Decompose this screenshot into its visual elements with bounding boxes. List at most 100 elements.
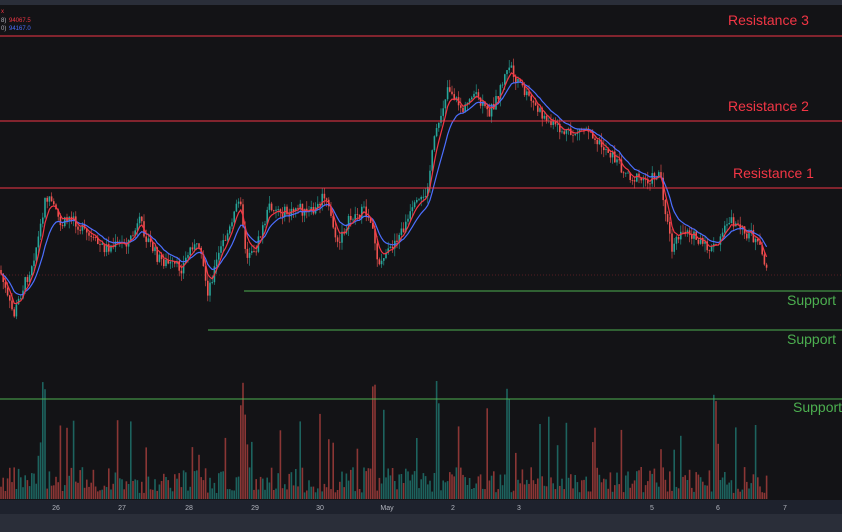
candle-body (715, 243, 717, 245)
candle-body (609, 153, 612, 158)
candle-body (295, 208, 297, 212)
candle-body (13, 309, 15, 317)
volume-bar (358, 489, 361, 499)
candle-body (235, 203, 238, 212)
volume-bar (512, 490, 515, 499)
candle-body (411, 207, 414, 212)
volume-bar (473, 488, 475, 499)
candle-body (479, 97, 482, 106)
candle-body (28, 275, 31, 282)
candle-body (160, 254, 163, 260)
candle-body (334, 227, 337, 238)
volume-bar (64, 485, 66, 499)
volume-bar (609, 472, 612, 499)
volume-bar (2, 477, 4, 499)
candle-body (53, 201, 55, 205)
candle-body (682, 231, 684, 233)
volume-bar (561, 478, 563, 499)
volume-bar (453, 476, 455, 499)
candle-body (748, 233, 750, 239)
volume-bar (209, 477, 211, 499)
volume-bar (200, 477, 202, 499)
volume-bar (409, 480, 411, 499)
candle-body (440, 115, 442, 123)
volume-bar (119, 478, 121, 499)
volume-bar (86, 479, 88, 499)
volume-bar (616, 472, 618, 499)
candle-body (251, 251, 253, 253)
candle-body (501, 84, 504, 86)
volume-bar (83, 487, 86, 499)
volume-bar (407, 471, 409, 499)
candle-body (719, 236, 722, 245)
volume-bar (695, 472, 697, 499)
candle-body (193, 244, 196, 250)
candle-body (539, 108, 541, 112)
candle-body (321, 193, 323, 206)
volume-bar (105, 487, 108, 499)
volume-bar (141, 481, 143, 499)
volume-bar (138, 492, 141, 499)
candle-body (42, 217, 44, 224)
candle-body (229, 226, 231, 234)
volume-bar (682, 476, 684, 499)
volume-bar (636, 471, 638, 499)
candle-body (105, 244, 108, 253)
volume-bar (277, 473, 279, 499)
candle-body (0, 270, 2, 274)
volume-bar (460, 467, 462, 499)
volume-bar (655, 482, 658, 499)
support-label-middle: Support (787, 331, 836, 347)
volume-bar (251, 441, 253, 499)
volume-bar (490, 475, 493, 499)
candle-body (108, 244, 110, 252)
volume-bar (325, 487, 328, 499)
candle-body (15, 304, 18, 317)
candle-body (268, 203, 271, 210)
volume-bar (666, 491, 669, 499)
candle-body (730, 217, 733, 224)
volume-bar (369, 468, 372, 499)
volume-bar (633, 480, 636, 499)
candle-body (554, 121, 557, 125)
volume-bar (684, 475, 686, 499)
volume-bar (442, 480, 444, 499)
candle-body (763, 254, 766, 265)
x-tick-label: May (380, 505, 394, 512)
volume-bar (270, 467, 273, 499)
candle-body (688, 230, 691, 235)
volume-bar (726, 484, 728, 499)
volume-bar (158, 484, 161, 499)
volume-bar (548, 416, 550, 499)
volume-bar (154, 479, 156, 499)
candle-body (37, 236, 40, 248)
candle-body (101, 243, 103, 245)
bottom-bar (0, 514, 842, 532)
volume-bar (20, 477, 22, 499)
candle-body (275, 209, 277, 211)
volume-bar (169, 487, 172, 499)
volume-bar (207, 492, 209, 499)
candle-body (57, 209, 59, 217)
candle-body (226, 233, 229, 241)
volume-bar (147, 476, 150, 499)
volume-bar (317, 488, 319, 499)
candle-body (46, 197, 48, 202)
candle-body (460, 105, 462, 108)
candle-body (9, 295, 11, 301)
volume-bar (367, 468, 370, 499)
support-label-lower: Support (793, 399, 842, 415)
candle-body (765, 264, 768, 268)
candle-body (545, 115, 548, 121)
volume-bar (598, 474, 601, 499)
candle-body (385, 252, 387, 259)
volume-bar (149, 489, 152, 499)
volume-bar (746, 481, 748, 499)
candle-body (281, 212, 284, 217)
volume-bar (504, 474, 506, 499)
volume-bar (664, 479, 667, 499)
volume-bar (532, 480, 535, 499)
volume-bar (237, 476, 240, 499)
volume-bar (202, 480, 205, 499)
